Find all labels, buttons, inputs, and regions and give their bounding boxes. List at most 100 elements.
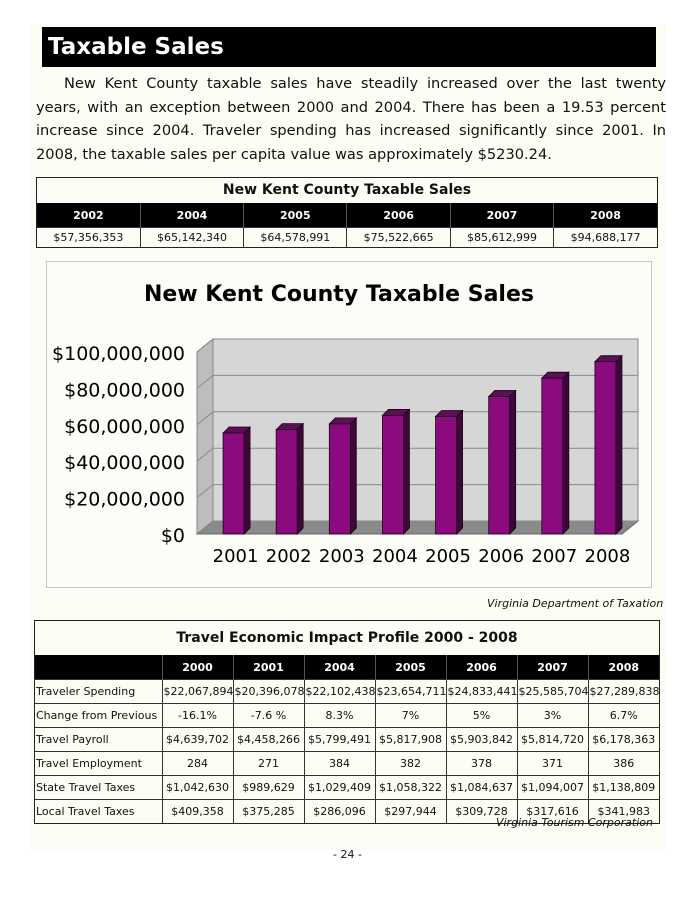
x-tick-label: 2003 <box>319 546 365 567</box>
intro-paragraph: New Kent County taxable sales have stead… <box>36 75 666 163</box>
sales-value-cell: $57,356,353 <box>37 227 141 247</box>
table-cell: 386 <box>587 751 659 776</box>
table-row: Travel Employment 284 271 384 382 378 37… <box>35 751 659 776</box>
row-label: Travel Payroll <box>35 727 162 752</box>
travel-header-cell <box>35 655 162 680</box>
travel-table-title: Travel Economic Impact Profile 2000 - 20… <box>176 630 518 646</box>
travel-header-cell: 2004 <box>303 655 375 680</box>
row-label: Local Travel Taxes <box>35 799 162 823</box>
travel-header-cell: 2000 <box>161 655 233 680</box>
table-cell: $317,616 <box>516 799 588 823</box>
table-cell: $1,138,809 <box>587 775 659 800</box>
bar-side <box>456 409 463 535</box>
chart-title: New Kent County Taxable Sales <box>144 282 534 307</box>
table-cell: 7% <box>374 703 446 728</box>
table-cell: $1,029,409 <box>303 775 375 800</box>
y-tick-label: $20,000,000 <box>64 489 185 511</box>
bar-side <box>615 354 623 535</box>
row-label: Change from Previous <box>35 703 162 728</box>
sales-header-cell: 2002 <box>37 203 141 228</box>
sales-table-title: New Kent County Taxable Sales <box>222 182 472 198</box>
y-tick-label: $0 <box>161 525 185 547</box>
chart-gridline <box>196 338 638 353</box>
page-number: - 24 - <box>333 848 362 861</box>
table-cell: $25,585,704 <box>516 679 588 704</box>
x-tick-label: 2005 <box>425 546 471 567</box>
table-cell: $4,458,266 <box>232 727 304 752</box>
table-cell: 271 <box>232 751 304 776</box>
table-cell: $5,799,491 <box>303 727 375 752</box>
table-cell: $309,728 <box>445 799 517 823</box>
bar-side <box>243 426 251 535</box>
travel-header-cell: 2006 <box>445 655 517 680</box>
table-cell: $409,358 <box>161 799 233 823</box>
table-row: Local Travel Taxes $409,358 $375,285 $28… <box>35 799 659 823</box>
y-tick-label: $60,000,000 <box>64 416 185 438</box>
bar-side <box>349 416 357 535</box>
sales-header-cell: 2008 <box>553 203 657 228</box>
bar-side <box>403 408 410 535</box>
table-cell: $23,654,711 <box>374 679 446 704</box>
row-label: State Travel Taxes <box>35 775 162 800</box>
table-cell: $341,983 <box>587 799 659 823</box>
x-tick-label: 2004 <box>372 546 418 567</box>
sales-header-cell: 2005 <box>243 203 347 228</box>
table-cell: 5% <box>445 703 517 728</box>
row-label: Traveler Spending <box>35 679 162 704</box>
table-cell: 8.3% <box>303 703 375 728</box>
table-row: Travel Payroll $4,639,702 $4,458,266 $5,… <box>35 727 659 752</box>
table-cell: $24,833,441 <box>445 679 517 704</box>
table-row: Change from Previous -16.1% -7.6 % 8.3% … <box>35 703 659 728</box>
x-tick-label: 2007 <box>531 546 577 567</box>
y-tick-label: $80,000,000 <box>64 379 185 401</box>
table-cell: $20,396,078 <box>232 679 304 704</box>
sales-value-cell: $64,578,991 <box>243 227 347 247</box>
sales-header-cell: 2007 <box>449 203 554 228</box>
table-cell: $1,094,007 <box>516 775 588 800</box>
table-cell: $5,903,842 <box>445 727 517 752</box>
bar-side <box>296 422 304 535</box>
bar <box>328 423 351 535</box>
sales-value-cell: $65,142,340 <box>139 227 244 247</box>
table-cell: $27,289,838 <box>587 679 659 704</box>
table-cell: $5,814,720 <box>516 727 588 752</box>
table-cell: $286,096 <box>303 799 375 823</box>
chart-source: Virginia Department of Taxation <box>487 597 664 610</box>
table-cell: $6,178,363 <box>587 727 659 752</box>
sales-table: New Kent County Taxable Sales 2002 2004 … <box>36 177 658 248</box>
sales-value-cell: $94,688,177 <box>553 227 657 247</box>
table-row: Traveler Spending $22,067,894 $20,396,07… <box>35 679 659 704</box>
table-cell: 378 <box>445 751 517 776</box>
table-cell: 382 <box>374 751 446 776</box>
row-label: Travel Employment <box>35 751 162 776</box>
table-cell: $5,817,908 <box>374 727 446 752</box>
x-tick-label: 2001 <box>213 546 259 567</box>
table-cell: $1,084,637 <box>445 775 517 800</box>
x-tick-label: 2002 <box>266 546 312 567</box>
sales-value-cell: $75,522,665 <box>346 227 451 247</box>
table-cell: $22,067,894 <box>161 679 233 704</box>
table-cell: $4,639,702 <box>161 727 233 752</box>
travel-header-cell: 2001 <box>232 655 304 680</box>
x-tick-label: 2008 <box>585 546 631 567</box>
table-cell: $1,058,322 <box>374 775 446 800</box>
table-cell: 6.7% <box>587 703 659 728</box>
x-tick-label: 2006 <box>478 546 524 567</box>
bar <box>488 396 511 535</box>
table-row: State Travel Taxes $1,042,630 $989,629 $… <box>35 775 659 800</box>
sales-table-header-row: 2002 2004 2005 2006 2007 2008 <box>37 203 657 228</box>
travel-header-cell: 2005 <box>374 655 446 680</box>
bar <box>594 361 617 535</box>
table-cell: $22,102,438 <box>303 679 375 704</box>
bar-side <box>562 371 570 535</box>
table-source: Virginia Tourism Corporation <box>496 816 653 829</box>
sales-header-cell: 2004 <box>139 203 244 228</box>
table-cell: 384 <box>303 751 375 776</box>
bar <box>435 416 457 535</box>
table-cell: 371 <box>516 751 588 776</box>
section-title: Taxable Sales <box>42 27 656 67</box>
travel-header-cell: 2007 <box>516 655 588 680</box>
chart-gridline <box>196 374 638 389</box>
travel-table: Travel Economic Impact Profile 2000 - 20… <box>34 620 660 824</box>
y-tick-label: $40,000,000 <box>64 452 185 474</box>
